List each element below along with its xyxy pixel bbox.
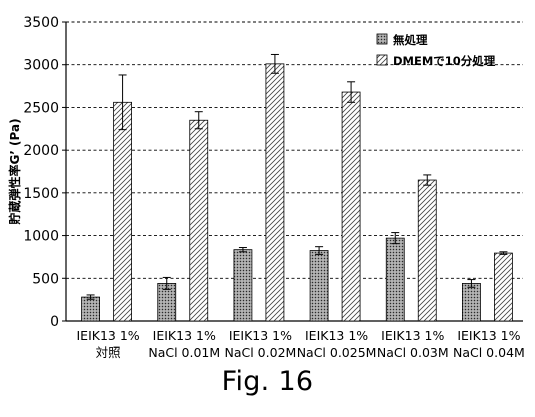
y-tick-label: 3000 bbox=[23, 58, 59, 74]
bar-0 bbox=[82, 297, 100, 321]
bar-1 bbox=[190, 120, 208, 321]
legend: 無処理 DMEMで10分処理 bbox=[377, 33, 496, 68]
bar-1 bbox=[494, 253, 512, 321]
legend-swatch-1 bbox=[377, 55, 387, 65]
x-tick-label: IEIK13 1% bbox=[381, 328, 444, 343]
bar-1 bbox=[418, 180, 436, 321]
y-tick-label: 500 bbox=[32, 271, 59, 287]
x-tick-label: 対照 bbox=[96, 345, 121, 360]
x-tick-label: IEIK13 1% bbox=[76, 328, 139, 343]
legend-swatch-0 bbox=[377, 34, 387, 44]
y-axis-label: 貯蔵弾性率G’ (Pa) bbox=[7, 118, 22, 224]
bar-0 bbox=[310, 251, 328, 321]
y-tick-label: 2500 bbox=[23, 100, 59, 116]
y-tick-label: 1500 bbox=[23, 186, 59, 202]
bar-0 bbox=[462, 283, 480, 321]
y-tick-label: 2000 bbox=[23, 143, 59, 159]
x-tick-label: NaCl 0.02M bbox=[225, 345, 297, 360]
x-tick-label: NaCl 0.01M bbox=[148, 345, 220, 360]
x-tick-label: IEIK13 1% bbox=[153, 328, 216, 343]
error-bars bbox=[87, 54, 508, 299]
figure-caption: Fig. 16 bbox=[0, 366, 535, 397]
x-tick-label: NaCl 0.03M bbox=[377, 345, 449, 360]
bar-1 bbox=[114, 102, 132, 321]
x-tick-label: IEIK13 1% bbox=[229, 328, 292, 343]
y-tick-label: 1000 bbox=[23, 229, 59, 245]
bar-chart: 0 500 1000 1500 2000 2500 3000 3500 貯蔵弾性率G’ (Pa)… bbox=[0, 0, 535, 360]
bar-0 bbox=[234, 250, 252, 321]
bar-1 bbox=[342, 92, 360, 321]
x-tick-label: NaCl 0.025M bbox=[297, 345, 377, 360]
bar-0 bbox=[386, 238, 404, 321]
x-tick-label: IEIK13 1% bbox=[305, 328, 368, 343]
y-tick-label: 0 bbox=[50, 314, 59, 330]
y-tick-label: 3500 bbox=[23, 15, 59, 31]
legend-label-0: 無処理 bbox=[393, 33, 428, 47]
x-tick-label: NaCl 0.04M bbox=[453, 345, 525, 360]
legend-label-1: DMEMで10分処理 bbox=[393, 54, 496, 68]
bar-1 bbox=[266, 64, 284, 321]
x-tick-label: IEIK13 1% bbox=[457, 328, 520, 343]
